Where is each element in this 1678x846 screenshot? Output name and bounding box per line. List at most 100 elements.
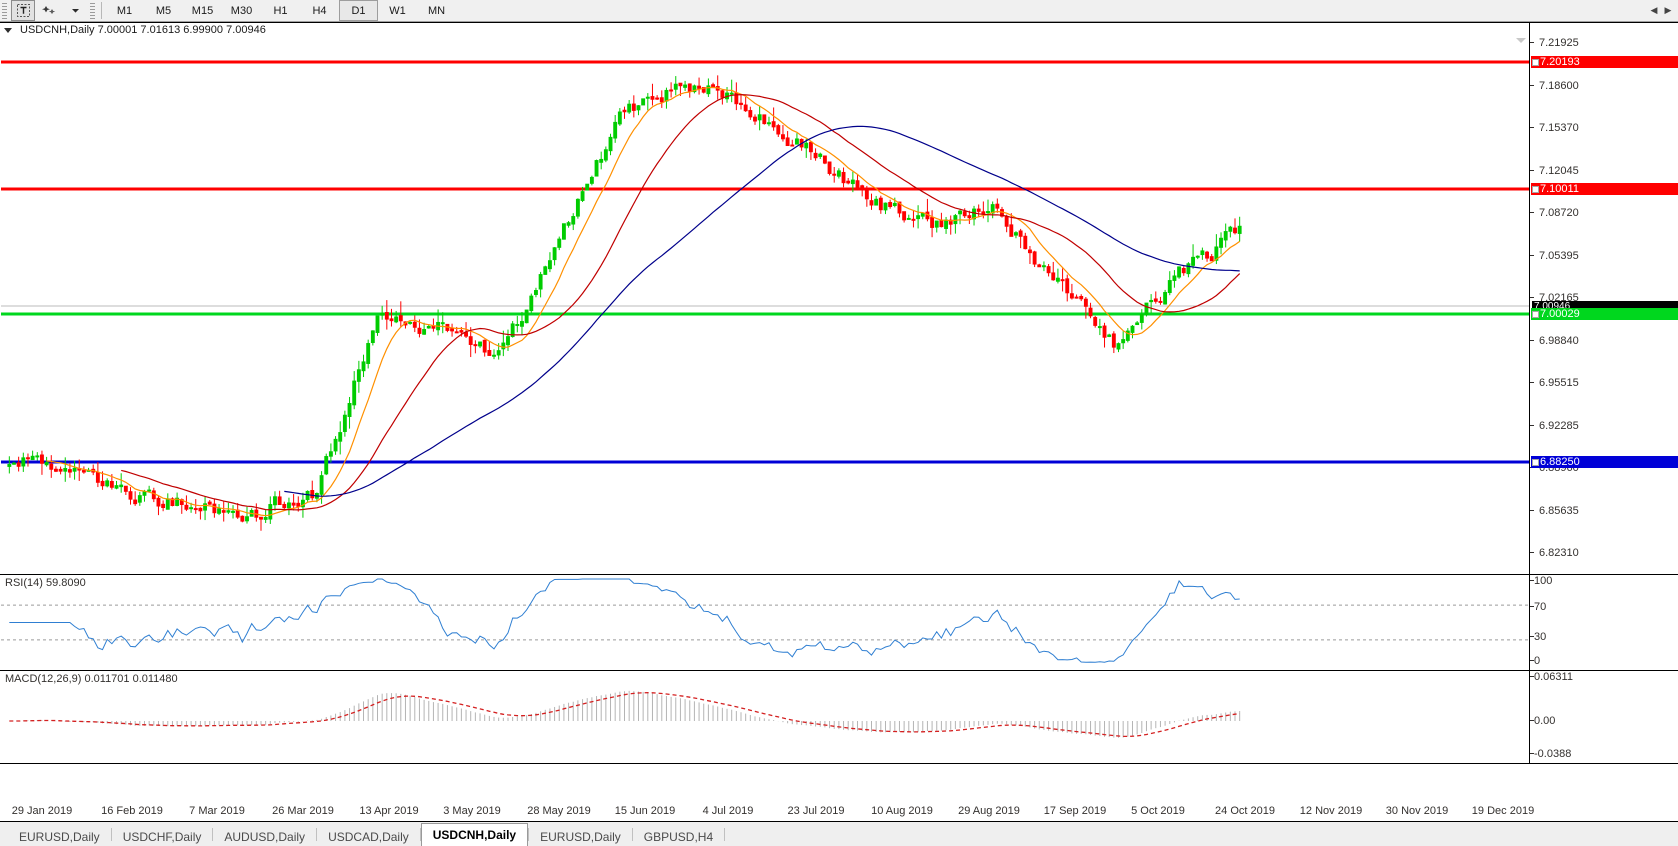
date-label: 30 Nov 2019	[1385, 805, 1449, 817]
timeframe-m15[interactable]: M15	[191, 4, 214, 17]
price-tick: 7.12045	[1530, 166, 1579, 177]
toolbar-grip-1[interactable]	[2, 2, 7, 19]
price-tick: 7.05395	[1530, 251, 1579, 262]
price-tick: 7.21925	[1530, 38, 1579, 49]
candlestick-canvas	[1, 60, 1530, 531]
rsi-tick: 70	[1530, 602, 1546, 613]
chart-symbol-ohlc: USDCNH,Daily 7.00001 7.01613 6.99900 7.0…	[20, 24, 266, 36]
tab-divider	[631, 827, 633, 841]
bid-price-tag: 7.00946	[1532, 301, 1678, 312]
date-label: 19 Dec 2019	[1471, 805, 1535, 817]
timeframe-h4[interactable]: H4	[312, 4, 327, 17]
scroll-left-icon[interactable]: ◀	[1650, 5, 1658, 15]
level-tag-resistance-2[interactable]: 7.10011	[1531, 183, 1678, 195]
chart-scroll-indicator-icon[interactable]	[1516, 38, 1526, 43]
price-tick: 6.98840	[1530, 336, 1579, 347]
timeframe-mn[interactable]: MN	[427, 4, 446, 17]
chart-stack: USDCNH,Daily 7.00001 7.01613 6.99900 7.0…	[0, 22, 1678, 801]
macd-pane[interactable]: MACD(12,26,9) 0.011701 0.011480 0.06311 0…	[0, 670, 1678, 764]
rsi-scale: 100 70 30 0	[1529, 575, 1678, 670]
date-label: 26 Mar 2019	[272, 805, 334, 817]
rsi-tick: 30	[1530, 632, 1546, 643]
date-label: 24 Oct 2019	[1215, 805, 1275, 817]
macd-scale: 0.06311 0.00 -0.0388	[1529, 671, 1678, 763]
rsi-pane[interactable]: RSI(14) 59.8090 100 70 30 0	[0, 574, 1678, 671]
tab-divider	[316, 827, 318, 841]
toolbar-grip-2[interactable]	[90, 2, 95, 19]
price-pane[interactable]: USDCNH,Daily 7.00001 7.01613 6.99900 7.0…	[0, 22, 1678, 575]
rsi-tick: 100	[1530, 576, 1552, 587]
toolbar-separator	[101, 2, 102, 19]
indicators-dropdown-button[interactable]	[63, 0, 87, 21]
tab-usdcnh-daily[interactable]: USDCNH,Daily	[420, 823, 529, 846]
tab-divider	[419, 827, 421, 841]
ma-fast-line	[46, 86, 1241, 517]
chevron-down-icon	[71, 9, 79, 13]
price-tick: 6.85635	[1530, 506, 1579, 517]
macd-indicator-label: MACD(12,26,9) 0.011701 0.011480	[5, 673, 178, 685]
indicators-tool-button[interactable]	[37, 0, 61, 21]
tab-divider	[110, 827, 112, 841]
timeframe-m5[interactable]: M5	[155, 4, 172, 17]
main-toolbar: M1 M5 M15 M30 H1 H4 D1 W1 MN ◀ ▶	[0, 0, 1678, 22]
chart-tab-bar: EURUSD,Daily USDCHF,Daily AUDUSD,Daily USDC…	[0, 822, 1678, 846]
timeframe-w1[interactable]: W1	[389, 4, 406, 17]
date-label: 5 Oct 2019	[1131, 805, 1185, 817]
tab-eurusd-daily[interactable]: EURUSD,Daily	[19, 829, 100, 844]
date-label: 16 Feb 2019	[101, 805, 163, 817]
rsi-line	[9, 578, 1240, 663]
collapse-arrow-icon[interactable]	[4, 27, 12, 33]
macd-tick: 0.06311	[1530, 672, 1573, 683]
date-label: 15 Jun 2019	[614, 805, 676, 817]
scroll-right-icon[interactable]: ▶	[1664, 5, 1672, 15]
toolbar-overflow: ◀ ▶	[1648, 4, 1674, 18]
macd-tick: 0.00	[1530, 716, 1555, 727]
tab-divider	[528, 827, 530, 841]
price-tick: 6.92285	[1530, 421, 1579, 432]
ma-slow-line	[284, 125, 1240, 497]
tab-usdchf-daily[interactable]: USDCHF,Daily	[122, 829, 202, 844]
date-label: 23 Jul 2019	[787, 805, 845, 817]
timeframe-h1[interactable]: H1	[273, 4, 288, 17]
date-label: 12 Nov 2019	[1299, 805, 1363, 817]
tab-audusd-daily[interactable]: AUDUSD,Daily	[224, 829, 306, 844]
price-tick: 7.18600	[1530, 81, 1579, 92]
tab-divider	[724, 827, 726, 841]
date-axis[interactable]: 29 Jan 2019 16 Feb 2019 7 Mar 2019 26 Mar 2…	[0, 801, 1678, 822]
price-tick: 6.82310	[1530, 548, 1579, 559]
tab-divider	[212, 827, 214, 841]
macd-tick: -0.0388	[1530, 749, 1571, 760]
date-label: 3 May 2019	[443, 805, 501, 817]
crosshair-text-tool-button[interactable]	[11, 0, 35, 21]
macd-signal-line	[9, 692, 1240, 738]
level-tag-resistance-1[interactable]: 7.20193	[1531, 56, 1678, 68]
tab-eurusd-daily[interactable]: EURUSD,Daily	[540, 829, 621, 844]
rsi-canvas	[1, 578, 1529, 663]
date-label: 10 Aug 2019	[871, 805, 933, 817]
level-tag-support-1[interactable]: 6.88250	[1531, 456, 1678, 468]
ma-mid-line	[121, 93, 1241, 511]
price-tick: 6.95515	[1530, 378, 1579, 389]
tab-gbpusd-h4[interactable]: GBPUSD,H4	[643, 829, 714, 844]
timeframe-group: M1 M5 M15 M30 H1 H4 D1 W1 MN	[105, 0, 456, 21]
rsi-indicator-label: RSI(14) 59.8090	[5, 577, 86, 589]
date-label: 4 Jul 2019	[702, 805, 754, 817]
price-scale[interactable]: 7.21925 7.18600 7.15370 7.12045 7.08720 7.053…	[1529, 23, 1678, 574]
price-plot-area[interactable]	[1, 23, 1530, 574]
price-tick: 7.08720	[1530, 208, 1579, 219]
date-label: 28 May 2019	[527, 805, 591, 817]
timeframe-m1[interactable]: M1	[116, 4, 133, 17]
date-label: 7 Mar 2019	[189, 805, 245, 817]
rsi-tick: 0	[1530, 656, 1540, 667]
date-label: 29 Aug 2019	[958, 805, 1020, 817]
tab-usdcad-daily[interactable]: USDCAD,Daily	[328, 829, 409, 844]
rsi-plot-area[interactable]	[1, 575, 1530, 670]
macd-plot-area[interactable]	[1, 671, 1530, 763]
sparkle-icon	[41, 6, 55, 15]
date-label: 13 Apr 2019	[359, 805, 419, 817]
chart-header: USDCNH,Daily 7.00001 7.01613 6.99900 7.0…	[0, 23, 266, 37]
price-tick: 7.15370	[1530, 123, 1579, 134]
timeframe-d1[interactable]: D1	[339, 0, 378, 21]
level-tag-support-pivot[interactable]: 7.00029	[1531, 308, 1678, 320]
timeframe-m30[interactable]: M30	[230, 4, 253, 17]
